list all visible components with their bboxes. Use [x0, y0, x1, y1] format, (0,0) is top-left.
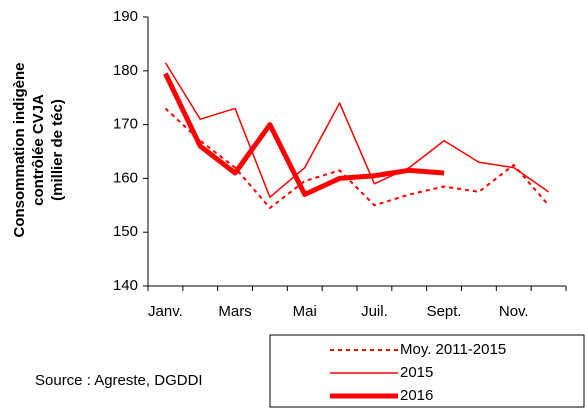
- y-label-line: contrôlée CVJA: [30, 94, 47, 206]
- y-label-line: Consommation indigène: [11, 62, 28, 237]
- x-tick-label: Juil.: [361, 303, 388, 320]
- legend-label: 2015: [400, 364, 433, 381]
- y-tick-label: 170: [113, 116, 138, 133]
- y-tick-label: 140: [113, 277, 138, 294]
- legend-label: Moy. 2011-2015: [400, 341, 506, 358]
- series-line: [163, 72, 445, 198]
- y-tick-label: 160: [113, 169, 138, 186]
- x-tick-label: Mars: [218, 303, 251, 320]
- y-axis-label: Consommation indigène contrôlée CVJA (mi…: [11, 62, 66, 237]
- x-tick-label: Sept.: [427, 303, 462, 320]
- y-tick-label: 150: [113, 223, 138, 240]
- y-tick-label: 180: [113, 62, 138, 79]
- series-line: [164, 107, 550, 209]
- y-label-line: (millier de téc): [49, 99, 66, 201]
- y-tick-label: 190: [113, 8, 138, 25]
- x-tick-label: Mai: [293, 303, 317, 320]
- legend-box: [269, 334, 585, 408]
- x-tick-label: Nov.: [499, 303, 529, 320]
- series-line: [164, 62, 550, 198]
- x-tick-label: Janv.: [148, 303, 183, 320]
- source-note: Source : Agreste, DGDDI: [35, 372, 203, 389]
- legend-label: 2016: [400, 387, 433, 404]
